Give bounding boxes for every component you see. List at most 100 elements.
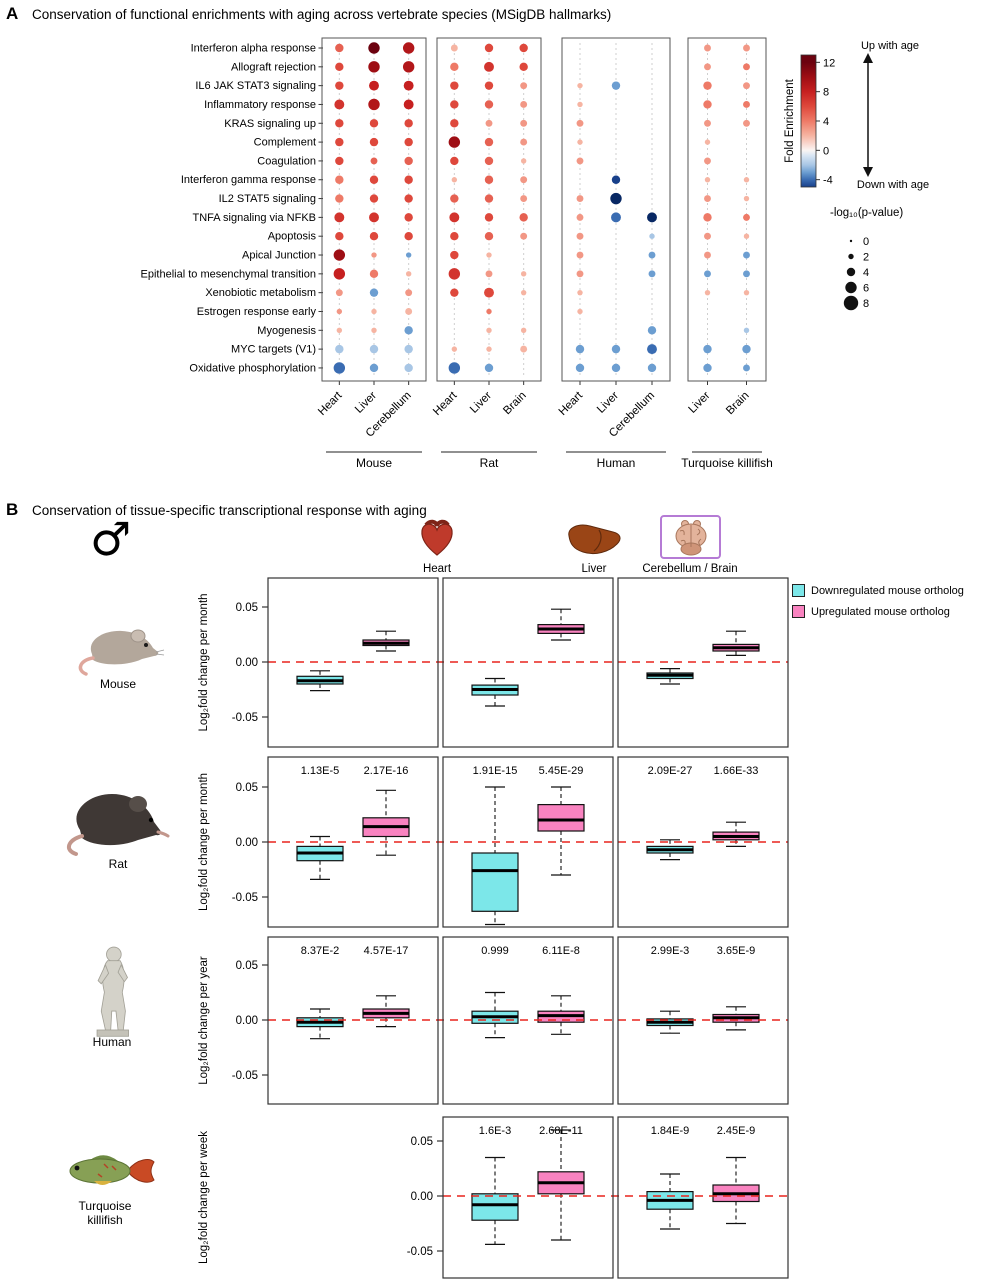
enrichment-dot: [368, 98, 380, 111]
enrichment-dot: [649, 233, 655, 239]
enrichment-dot: [485, 270, 493, 278]
box-downregulated: [471, 852, 519, 912]
hallmark-row-label: Inflammatory response: [204, 99, 316, 111]
panel-b-title: Conservation of tissue-specific transcri…: [32, 503, 427, 518]
ytick-label: 0.00: [411, 1191, 433, 1203]
species-name-label: Human: [93, 1035, 132, 1049]
enrichment-dot: [404, 213, 413, 222]
enrichment-dot: [484, 213, 494, 222]
enrichment-dot: [703, 213, 712, 222]
hallmark-row-label: Estrogen response early: [197, 306, 317, 318]
boxplot-frame: [617, 756, 789, 928]
enrichment-dot: [403, 99, 414, 110]
pvalue-label: 6.11E-8: [542, 945, 580, 957]
enrichment-dot: [448, 136, 461, 148]
enrichment-dot: [520, 101, 528, 108]
hallmark-row-label: KRAS signaling up: [224, 118, 316, 130]
species-name-label: killifish: [87, 1213, 122, 1227]
enrichment-dot: [450, 288, 459, 297]
boxplot-frame: [442, 577, 614, 748]
legend-downregulated: Downregulated mouse ortholog: [792, 584, 964, 597]
enrichment-dot: [405, 289, 413, 297]
arrow-up-icon: [863, 53, 873, 63]
panel-b-label: B: [6, 500, 19, 519]
killifish-image: [69, 1155, 155, 1185]
panel-a-title: Conservation of functional enrichments w…: [32, 7, 612, 22]
arrow-down-icon: [863, 167, 873, 177]
enrichment-dot: [368, 42, 380, 54]
enrichment-dot: [611, 212, 621, 223]
enrichment-dot: [404, 194, 413, 203]
enrichment-dot: [520, 119, 528, 127]
enrichment-dot: [704, 270, 711, 278]
pvalue-label: 5.45E-29: [539, 765, 584, 777]
enrichment-dot: [520, 327, 527, 333]
y-axis-title: Log₂fold change per year: [198, 956, 210, 1085]
legend-upregulated-label: Upregulated mouse ortholog: [811, 605, 950, 618]
ytick-label: 0.05: [411, 1136, 433, 1148]
species-name-label: Rat: [109, 857, 128, 871]
pvalue-label: 3.65E-9: [717, 945, 756, 957]
enrichment-dot: [576, 119, 584, 127]
hallmark-row-label: Interferon gamma response: [181, 174, 316, 186]
enrichment-dot: [743, 251, 750, 259]
pvalue-label: 2.45E-9: [717, 1125, 756, 1137]
ytick-label: 0.00: [236, 837, 258, 849]
pvalue-label: 0.999: [481, 945, 509, 957]
enrichment-dot: [369, 137, 379, 147]
male-symbol: ♂: [90, 512, 132, 566]
pvalue-label: 1.13E-5: [301, 765, 340, 777]
enrichment-dot: [577, 289, 583, 296]
enrichment-dot: [335, 43, 344, 53]
liver-icon: [568, 524, 621, 555]
mouse-image: [78, 629, 165, 676]
enrichment-dot: [519, 62, 528, 72]
colorbar-tick-label: 8: [823, 87, 829, 99]
enrichment-dot: [336, 327, 343, 333]
pvalue-label: 1.66E-33: [714, 765, 759, 777]
enrichment-dot: [486, 308, 492, 315]
panel-frame: [687, 37, 767, 382]
pvalue-label: 1.91E-15: [473, 765, 518, 777]
enrichment-dot: [450, 156, 459, 166]
enrichment-dot: [519, 43, 528, 53]
colorbar-gradient: [800, 54, 817, 188]
enrichment-dot: [647, 326, 657, 335]
y-axis-title: Log₂fold change per week: [198, 1131, 210, 1264]
enrichment-dot: [704, 139, 711, 145]
enrichment-dot: [484, 137, 494, 147]
enrichment-dot: [743, 119, 750, 127]
enrichment-dot: [647, 212, 657, 223]
hallmark-row-label: Xenobiotic metabolism: [205, 287, 316, 299]
colorbar-title: Fold Enrichment: [784, 78, 796, 163]
enrichment-dot: [369, 344, 379, 354]
enrichment-dot: [743, 270, 750, 278]
enrichment-dot: [704, 232, 711, 240]
enrichment-dot: [369, 80, 379, 91]
hallmark-row-label: Interferon alpha response: [191, 43, 316, 55]
species-label: Turquoise killifish: [681, 456, 773, 470]
enrichment-dot: [610, 192, 622, 205]
hallmark-row-label: Apoptosis: [268, 231, 317, 243]
enrichment-dot: [647, 363, 657, 373]
species-label: Human: [597, 456, 636, 470]
enrichment-dot: [450, 250, 459, 260]
enrichment-dot: [704, 251, 711, 259]
icons: [66, 515, 721, 1185]
size-legend-value: 4: [863, 267, 869, 279]
enrichment-dot: [335, 156, 344, 166]
tissue-label: Heart: [431, 389, 460, 418]
enrichment-dot: [449, 212, 460, 223]
y-axis-title: Log₂fold change per month: [198, 773, 210, 911]
hallmark-row-label: IL2 STAT5 signaling: [219, 193, 316, 205]
enrichment-dot: [335, 119, 344, 128]
enrichment-dot: [486, 252, 492, 258]
pvalue-label: 2.99E-3: [651, 945, 690, 957]
enrichment-dot: [704, 44, 711, 52]
enrichment-dot: [486, 346, 492, 352]
enrichment-dot: [577, 82, 583, 89]
enrichment-dot: [371, 327, 377, 333]
legend-upregulated: Upregulated mouse ortholog: [792, 605, 964, 618]
ytick-label: 0.00: [236, 657, 258, 669]
hallmark-row-label: Complement: [254, 137, 316, 149]
